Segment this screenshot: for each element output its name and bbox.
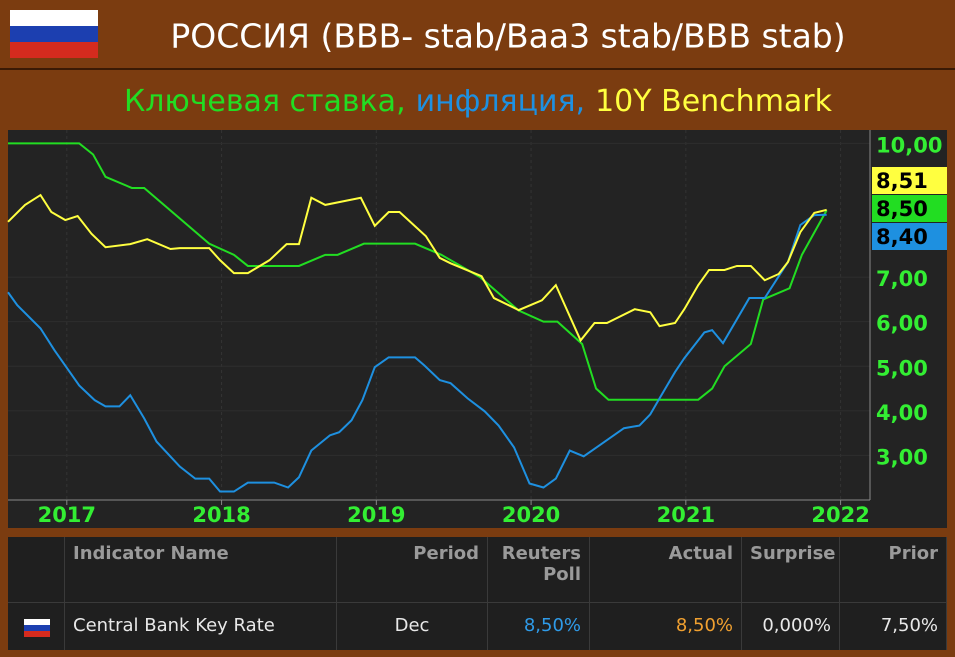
y-tick-label: 4,00 bbox=[876, 401, 928, 425]
table-cell: 8,50% bbox=[488, 603, 590, 650]
y-tick-label: 7,00 bbox=[876, 267, 928, 291]
y-tick-label: 6,00 bbox=[876, 312, 928, 336]
table-cell: 8,50% bbox=[590, 603, 742, 650]
x-tick-label: 2019 bbox=[347, 503, 405, 527]
indicator-table: Indicator Name Period Reuters Poll Actual Su… bbox=[8, 537, 947, 650]
series-line bbox=[7, 213, 827, 493]
end-value-label: 8,40 bbox=[876, 225, 928, 249]
table-cell: 0,000% bbox=[742, 603, 840, 650]
table-cell: Dec bbox=[337, 603, 488, 650]
y-tick-label: 5,00 bbox=[876, 356, 928, 380]
header-cell: Reuters Poll bbox=[488, 537, 590, 603]
x-tick-label: 2017 bbox=[38, 503, 96, 527]
table-cell: 7,50% bbox=[840, 603, 947, 650]
page-title: РОССИЯ (BBB- stab/Baa3 stab/BBB stab) bbox=[170, 17, 845, 56]
x-tick-label: 2022 bbox=[811, 503, 869, 527]
end-value-box bbox=[872, 195, 947, 222]
flag bbox=[24, 619, 50, 637]
end-value-label: 8,51 bbox=[876, 169, 928, 193]
row-flag bbox=[8, 603, 65, 650]
series-line bbox=[8, 142, 828, 401]
header-flag bbox=[10, 10, 98, 58]
header-cell: Period bbox=[337, 537, 488, 603]
table-cell: Central Bank Key Rate bbox=[65, 603, 337, 650]
y-tick-label: 10,00 bbox=[876, 133, 942, 157]
end-value-box bbox=[872, 167, 947, 194]
x-tick-label: 2021 bbox=[657, 503, 715, 527]
chart: РОССИЯ (BBB- stab/Baa3 stab/BBB stab) Кл… bbox=[0, 10, 955, 528]
end-value-label: 8,50 bbox=[876, 197, 928, 221]
y-tick-label: 3,00 bbox=[876, 445, 928, 469]
plot-background bbox=[8, 130, 947, 528]
header-cell: Surprise bbox=[742, 537, 840, 603]
chart-subtitle: Ключевая ставка, инфляция, 10Y Benchmark bbox=[124, 84, 833, 119]
header-cell bbox=[8, 537, 65, 603]
subtitle-part: инфляция, bbox=[416, 84, 585, 119]
x-tick-label: 2020 bbox=[502, 503, 560, 527]
subtitle-part: Ключевая ставка, bbox=[124, 84, 406, 119]
header-cell: Prior bbox=[840, 537, 947, 603]
plot: 2017 2018 2019 2020 2021 2022 10,00 7,00 6,00 5,0… bbox=[7, 130, 947, 527]
header-cell: Indicator Name bbox=[65, 537, 337, 603]
header-cell: Actual bbox=[590, 537, 742, 603]
x-tick-label: 2018 bbox=[192, 503, 250, 527]
subtitle-part: 10Y Benchmark bbox=[595, 84, 833, 119]
series-line bbox=[7, 193, 827, 343]
end-value-box bbox=[872, 223, 947, 250]
